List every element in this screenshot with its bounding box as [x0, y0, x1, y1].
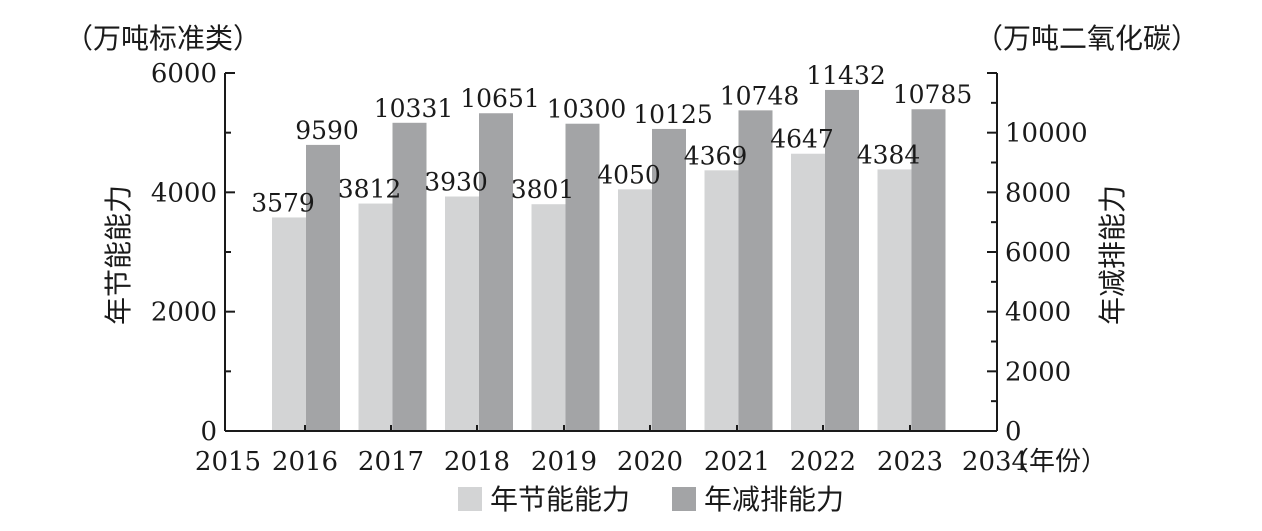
- x-axis-unit: （年份）: [1003, 447, 1107, 477]
- bar-energy-saving-2019: [531, 204, 566, 431]
- label-emission-reduction-2021: 10748: [720, 81, 800, 110]
- left-tick-label: 0: [200, 417, 217, 447]
- legend-label-energy-saving: 年节能能力: [490, 483, 630, 516]
- x-tick-label: 2016: [272, 447, 338, 477]
- data-labels-group: 3579 9590 3812 10331 3930 10651 3801 10300 4050 1…: [251, 61, 972, 218]
- label-energy-saving-2023: 4384: [857, 140, 921, 169]
- label-energy-saving-2017: 3812: [338, 175, 402, 204]
- right-tick-label: 8000: [1005, 178, 1071, 208]
- legend-swatch-energy-saving: [458, 487, 482, 511]
- right-tick-label: 6000: [1005, 238, 1071, 268]
- label-emission-reduction-2019: 10300: [547, 95, 627, 124]
- bar-emission-reduction-2023: [911, 109, 946, 431]
- label-energy-saving-2021: 4369: [684, 141, 748, 170]
- left-tick-label: 2000: [151, 298, 217, 328]
- label-energy-saving-2020: 4050: [597, 160, 661, 189]
- right-tick-label: 2000: [1005, 357, 1071, 387]
- left-axis-unit: （万吨标准类）: [65, 22, 261, 55]
- x-axis-ticks: 2015 2016 2017 2018 2019 2020 2021 2022 2023 2034: [195, 425, 1028, 477]
- x-tick-label: 2034: [962, 447, 1028, 477]
- label-emission-reduction-2022: 11432: [806, 61, 886, 90]
- x-tick-label: 2015: [195, 447, 261, 477]
- bar-energy-saving-2023: [877, 169, 912, 431]
- x-tick-label: 2019: [531, 447, 597, 477]
- right-axis-ticks: 0 2000 4000 6000 8000 10000: [987, 72, 1088, 447]
- bar-emission-reduction-2019: [565, 123, 600, 431]
- legend-swatch-emission-reduction: [672, 487, 696, 511]
- x-tick-label: 2017: [358, 447, 424, 477]
- right-tick-label: 10000: [1005, 119, 1088, 149]
- right-tick-label: 0: [1005, 417, 1022, 447]
- legend-label-emission-reduction: 年减排能力: [704, 483, 844, 516]
- label-emission-reduction-2016: 9590: [295, 116, 359, 145]
- x-tick-label: 2020: [617, 447, 683, 477]
- bars-group: [272, 89, 946, 432]
- label-energy-saving-2019: 3801: [511, 175, 575, 204]
- label-energy-saving-2016: 3579: [251, 188, 315, 217]
- bar-energy-saving-2020: [618, 189, 652, 431]
- x-tick-label: 2023: [877, 447, 943, 477]
- label-emission-reduction-2023: 10785: [893, 80, 973, 109]
- x-tick-label: 2022: [790, 447, 856, 477]
- bar-energy-saving-2018: [445, 196, 479, 431]
- bar-emission-reduction-2018: [479, 113, 513, 431]
- bar-energy-saving-2021: [704, 170, 739, 431]
- bar-emission-reduction-2020: [652, 128, 686, 431]
- right-axis-title: 年减排能力: [1096, 185, 1129, 325]
- bar-emission-reduction-2021: [738, 110, 773, 432]
- right-axis-unit: （万吨二氧化碳）: [975, 22, 1199, 55]
- bar-emission-reduction-2017: [392, 122, 427, 431]
- legend: 年节能能力 年减排能力: [458, 483, 844, 516]
- bar-energy-saving-2022: [791, 153, 825, 431]
- bar-emission-reduction-2016: [306, 144, 340, 432]
- label-emission-reduction-2018: 10651: [460, 84, 540, 113]
- bar-emission-reduction-2022: [825, 89, 859, 431]
- label-emission-reduction-2020: 10125: [633, 100, 713, 129]
- x-tick-label: 2021: [704, 447, 770, 477]
- bar-energy-saving-2017: [358, 203, 393, 431]
- label-energy-saving-2022: 4647: [770, 125, 834, 154]
- x-tick-label: 2018: [444, 447, 510, 477]
- left-tick-label: 6000: [151, 59, 217, 89]
- left-axis-title: 年节能能力: [102, 185, 135, 325]
- left-axis-ticks: 0 2000 4000 6000: [151, 59, 235, 447]
- left-tick-label: 4000: [151, 178, 217, 208]
- label-emission-reduction-2017: 10331: [374, 94, 454, 123]
- right-tick-label: 4000: [1005, 298, 1071, 328]
- bar-energy-saving-2016: [272, 217, 306, 431]
- label-energy-saving-2018: 3930: [424, 168, 488, 197]
